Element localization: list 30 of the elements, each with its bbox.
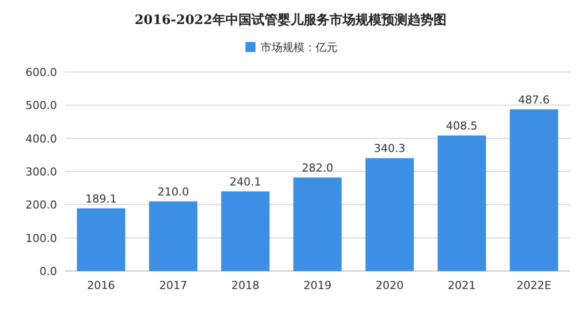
text: 487.6 [518,93,550,106]
text: 240.1 [230,175,262,188]
text: 189.1 [85,192,117,206]
y-tick-label: 500.0 [26,99,57,112]
text: 282.0 [302,161,334,174]
chart-title: 2016-2022年中国试管婴儿服务市场规模预测趋势图 [134,12,446,28]
y-tick-label: 100.0 [26,232,57,245]
bar [438,136,486,271]
x-tick-label: 2019 [304,279,332,292]
text: 340.3 [374,142,406,156]
x-tick-label: 2021 [448,279,476,292]
bar [221,191,270,271]
y-tick-label: 200.0 [26,198,57,212]
x-tick-label: 2018 [231,279,260,292]
y-tick-label: 600.0 [26,66,57,79]
x-tick-label: 2022E [516,279,552,292]
y-tick-label: 400.0 [26,132,57,146]
y-tick-label: 0.0 [40,265,57,278]
bar [76,208,126,271]
x-tick-label: 2020 [376,279,404,292]
bar [510,109,558,271]
text: 210.0 [157,185,189,198]
x-tick-label: 2017 [159,279,188,292]
bar [149,201,198,271]
y-tick-label: 300.0 [26,166,57,178]
bar [293,177,342,271]
x-tick-label: 2016 [87,279,116,292]
text: 408.5 [446,120,478,133]
legend-label: 市场规模：亿元 [260,41,338,54]
bar [365,158,414,271]
